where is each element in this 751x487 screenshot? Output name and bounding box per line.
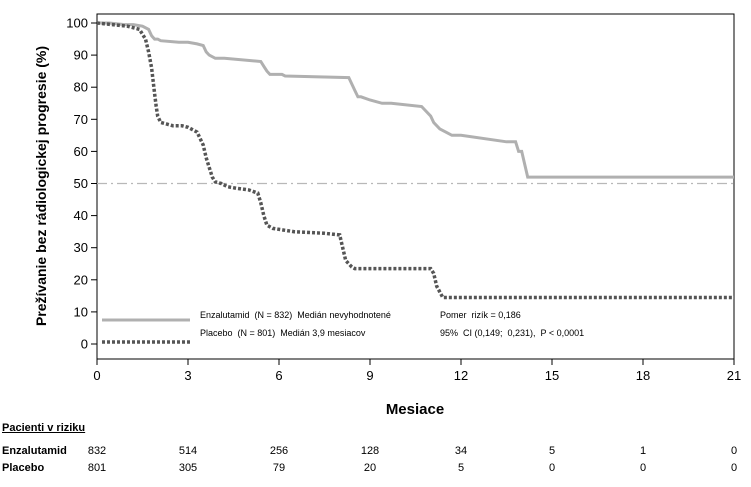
- y-tick-label: 60: [74, 144, 88, 159]
- x-tick-label: 3: [184, 368, 191, 383]
- series-line-enzalutamid: [97, 21, 734, 179]
- y-tick-label: 20: [74, 272, 88, 287]
- x-axis-title: Mesiace: [386, 401, 444, 418]
- hazard-ratio-annotation: Pomer rizík = 0,186: [440, 310, 521, 320]
- x-axis: 0 3 6 9 12 15 18 21: [93, 359, 741, 383]
- x-tick-label: 18: [636, 368, 650, 383]
- plot-frame: [96, 13, 735, 360]
- x-tick-label: 15: [545, 368, 559, 383]
- y-tick-label: 10: [74, 304, 88, 319]
- y-axis: 0 10 20 30 40 50 60 70 80 90 100: [66, 16, 97, 352]
- y-tick-label: 90: [74, 48, 88, 63]
- legend-entry-placebo: Placebo (N = 801) Medián 3,9 mesiacov: [200, 328, 366, 338]
- y-tick-label: 100: [66, 16, 88, 31]
- x-tick-label: 6: [275, 368, 282, 383]
- y-tick-label: 70: [74, 112, 88, 127]
- legend: Enzalutamid (N = 832) Medián nevyhodnote…: [102, 310, 584, 344]
- y-tick-label: 50: [74, 176, 88, 191]
- x-tick-label: 12: [454, 368, 468, 383]
- y-tick-label: 40: [74, 208, 88, 223]
- y-tick-label: 30: [74, 240, 88, 255]
- y-tick-label: 80: [74, 80, 88, 95]
- x-tick-label: 0: [93, 368, 100, 383]
- x-tick-label: 21: [727, 368, 741, 383]
- series-line-placebo: [96, 21, 734, 300]
- series-layer: [96, 21, 734, 300]
- y-axis-title: Prežívanie bez rádiologickej progresie (…: [33, 46, 49, 326]
- y-tick-label: 0: [81, 337, 88, 352]
- legend-entry-enzalutamid: Enzalutamid (N = 832) Medián nevyhodnote…: [200, 310, 391, 320]
- x-tick-label: 9: [366, 368, 373, 383]
- confidence-interval-annotation: 95% CI (0,149; 0,231), P < 0,0001: [440, 328, 584, 338]
